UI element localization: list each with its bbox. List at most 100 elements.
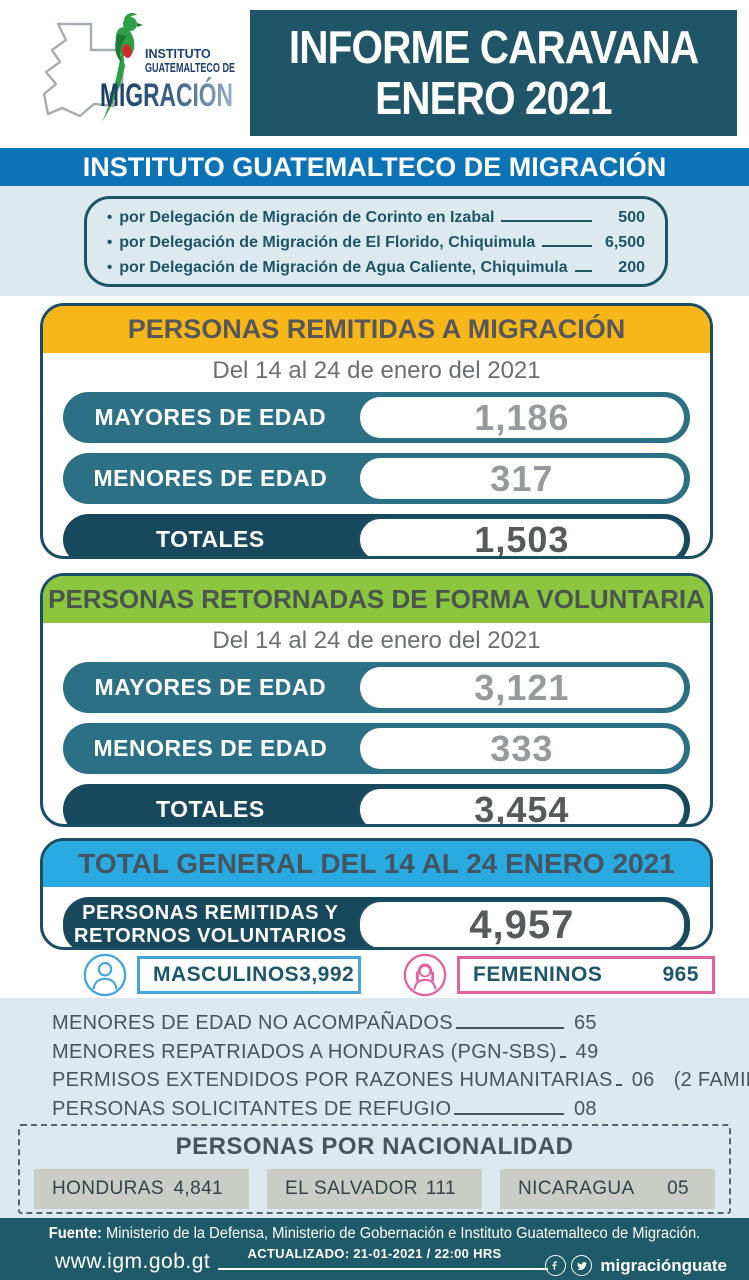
leader-line <box>615 1084 622 1086</box>
badge-femeninos: FEMENINOS 965 <box>402 952 715 998</box>
row-label: MENORES DE EDAD <box>93 465 328 491</box>
bullet-icon: • <box>107 259 113 276</box>
nationality-nicaragua: NICARAGUA 05 <box>500 1169 715 1209</box>
leader-line <box>455 1027 564 1029</box>
stat-menores-no-acompanados: MENORES DE EDAD NO ACOMPAÑADOS 65 <box>52 1012 702 1041</box>
stat-value: 65 <box>574 1012 597 1034</box>
row-value: 317 <box>357 456 686 501</box>
row-menores: MENORES DE EDAD 317 <box>63 453 690 504</box>
leader-line <box>542 245 592 247</box>
delegation-label: por Delegación de Migración de Agua Cali… <box>119 259 568 276</box>
stats-list: MENORES DE EDAD NO ACOMPAÑADOS 65 MENORE… <box>52 1012 749 1127</box>
femeninos-label: FEMENINOS <box>473 963 603 986</box>
badge-masculinos: MASCULINOS 3,992 <box>82 952 361 998</box>
row-menores: MENORES DE EDAD 333 <box>63 723 690 774</box>
stat-value: 08 <box>574 1097 597 1120</box>
card-subtitle: Del 14 al 24 de enero del 2021 <box>212 627 541 654</box>
card-personas-retornadas: PERSONAS RETORNADAS DE FORMA VOLUNTARIA … <box>40 573 713 827</box>
stat-label: PERMISOS EXTENDIDOS POR RAZONES HUMANITA… <box>52 1069 613 1091</box>
delegations-box: • por Delegación de Migración de Corinto… <box>84 196 668 287</box>
report-title: INFORME CARAVANA ENERO 2021 <box>250 10 737 136</box>
row-value: 1,503 <box>357 517 686 556</box>
row-label-line2: RETORNOS VOLUNTARIOS <box>74 925 347 947</box>
delegation-label: por Delegación de Migración de El Florid… <box>119 234 536 251</box>
delegation-value: 200 <box>618 259 645 276</box>
card-title: TOTAL GENERAL DEL 14 AL 24 ENERO 2021 <box>43 841 710 887</box>
delegation-row-corinto: • por Delegación de Migración de Corinto… <box>107 205 645 230</box>
row-value: 3,454 <box>357 787 686 824</box>
row-value: 333 <box>357 726 686 771</box>
card-rows: MAYORES DE EDAD 3,121 MENORES DE EDAD 33… <box>43 655 710 824</box>
country-label: EL SALVADOR <box>285 1178 418 1199</box>
stat-label: MENORES REPATRIADOS A HONDURAS (PGN-SBS) <box>52 1040 557 1063</box>
updated-line: ACTUALIZADO: 21-01-2021 / 22:00 HRS <box>247 1246 502 1261</box>
leader-line <box>559 1055 566 1058</box>
masculinos-value: 3,992 <box>299 963 355 986</box>
row-label: TOTALES <box>155 526 265 552</box>
footer: Fuente: Ministerio de la Defensa, Minist… <box>0 1218 749 1280</box>
delegations-band <box>0 186 749 296</box>
country-value: 111 <box>425 1178 456 1199</box>
leader-line <box>501 220 592 222</box>
row-total-general: PERSONAS REMITIDAS Y RETORNOS VOLUNTARIO… <box>63 897 690 947</box>
row-label: PERSONAS REMITIDAS Y RETORNOS VOLUNTARIO… <box>63 897 358 947</box>
male-person-icon <box>83 953 127 997</box>
card-rows: MAYORES DE EDAD 1,186 MENORES DE EDAD 31… <box>43 385 710 556</box>
twitter-icon[interactable] <box>571 1255 593 1276</box>
social-links[interactable]: migraciónguate <box>545 1255 727 1276</box>
female-person-icon <box>403 953 447 997</box>
delegation-row-agua-caliente: • por Delegación de Migración de Agua Ca… <box>107 255 645 280</box>
nationality-items: HONDURAS 4,841 EL SALVADOR 111 NICARAGUA… <box>20 1161 729 1209</box>
header: INSTITUTO GUATEMALTECO DE MIGRACIÓN INFO… <box>0 0 749 148</box>
source-label: Fuente: <box>48 1225 102 1242</box>
row-label-line1: PERSONAS REMITIDAS Y <box>82 902 339 924</box>
report-title-line2: ENERO 2021 <box>375 72 612 124</box>
quetzal-icon <box>102 12 143 122</box>
card-title: PERSONAS RETORNADAS DE FORMA VOLUNTARIA <box>43 576 710 623</box>
stat-value: 06 <box>631 1069 655 1091</box>
logo-text-line1: INSTITUTO <box>145 47 211 61</box>
leader-line <box>574 270 592 272</box>
row-totales: TOTALES 1,503 <box>63 514 690 556</box>
website-link[interactable]: www.igm.gob.gt <box>55 1250 211 1273</box>
stat-note: (2 FAMILIAS) <box>673 1069 749 1091</box>
report-title-line1: INFORME CARAVANA <box>288 21 699 74</box>
row-label: MAYORES DE EDAD <box>94 404 327 430</box>
facebook-icon[interactable] <box>545 1255 567 1276</box>
delegation-row-florido: • por Delegación de Migración de El Flor… <box>107 230 645 255</box>
igm-logo: INSTITUTO GUATEMALTECO DE MIGRACIÓN <box>42 12 235 122</box>
source-line: Fuente: Ministerio de la Defensa, Minist… <box>19 1225 731 1243</box>
stat-permisos-humanitarios: PERMISOS EXTENDIDOS POR RAZONES HUMANITA… <box>52 1069 749 1098</box>
row-value: 3,121 <box>357 665 686 710</box>
logo-text-migracion: MIGRACIÓN <box>100 77 233 113</box>
nationality-section: PERSONAS POR NACIONALIDAD HONDURAS 4,841… <box>18 1124 731 1214</box>
stat-solicitantes-refugio: PERSONAS SOLICITANTES DE REFUGIO 08 <box>52 1098 702 1127</box>
delegation-label: por Delegación de Migración de Corinto e… <box>119 209 495 226</box>
social-handle[interactable]: migraciónguate <box>600 1255 727 1275</box>
country-value: 4,841 <box>173 1178 223 1199</box>
institution-banner: INSTITUTO GUATEMALTECO DE MIGRACIÓN <box>0 148 749 186</box>
row-value: 4,957 <box>357 900 686 947</box>
nationality-title: PERSONAS POR NACIONALIDAD <box>175 1133 574 1160</box>
delegation-value: 500 <box>618 209 645 226</box>
delegation-value: 6,500 <box>604 234 645 251</box>
leader-line <box>454 1112 564 1115</box>
row-label: TOTALES <box>155 796 265 822</box>
masculinos-box: MASCULINOS 3,992 <box>137 956 361 994</box>
row-mayores: MAYORES DE EDAD 3,121 <box>63 662 690 713</box>
row-label: MAYORES DE EDAD <box>94 674 327 700</box>
stat-label: PERSONAS SOLICITANTES DE REFUGIO <box>52 1097 452 1120</box>
nationality-el-salvador: EL SALVADOR 111 <box>267 1169 482 1209</box>
country-label: NICARAGUA <box>518 1178 635 1199</box>
card-subtitle: Del 14 al 24 de enero del 2021 <box>212 357 541 384</box>
stat-label: MENORES DE EDAD NO ACOMPAÑADOS <box>52 1012 453 1034</box>
nationality-honduras: HONDURAS 4,841 <box>34 1169 249 1209</box>
bullet-icon: • <box>107 234 113 251</box>
row-value: 1,186 <box>357 395 686 440</box>
row-totales: TOTALES 3,454 <box>63 784 690 824</box>
footer-divider <box>218 1268 548 1270</box>
country-value: 05 <box>667 1178 689 1199</box>
row-label: MENORES DE EDAD <box>93 735 328 761</box>
source-text: Ministerio de la Defensa, Ministerio de … <box>101 1225 701 1242</box>
